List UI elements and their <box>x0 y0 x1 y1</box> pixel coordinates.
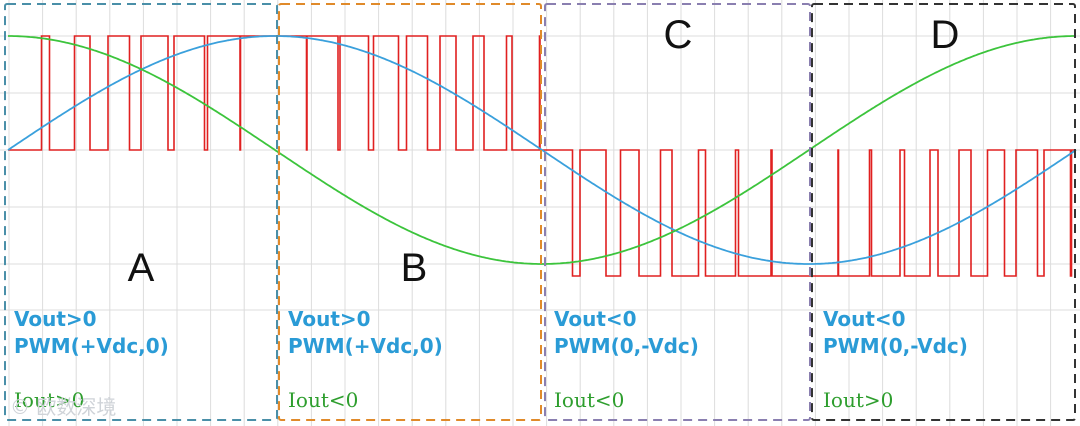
region-c-box <box>544 3 811 421</box>
region-b-iout-label: Iout<0 <box>288 388 358 412</box>
region-d-box <box>811 3 1076 421</box>
region-b-box <box>278 3 542 421</box>
region-d-pwm-label: PWM(0,-Vdc) <box>823 334 968 358</box>
region-c-letter: C <box>664 13 693 57</box>
region-d: D Vout<0 PWM(0,-Vdc) Iout>0 <box>823 13 968 412</box>
region-b: B Vout>0 PWM(+Vdc,0) Iout<0 <box>288 246 443 412</box>
quadrant-boxes <box>4 3 1076 421</box>
region-a-pwm-label: PWM(+Vdc,0) <box>14 334 169 358</box>
region-d-letter: D <box>931 13 960 57</box>
region-a-iout-label: Iout>0 <box>14 388 84 412</box>
region-a: A Vout>0 PWM(+Vdc,0) Iout>0 <box>14 246 169 412</box>
region-a-letter: A <box>128 246 155 290</box>
region-a-vout-label: Vout>0 <box>14 307 97 331</box>
region-c: C Vout<0 PWM(0,-Vdc) Iout<0 <box>554 13 699 412</box>
region-b-vout-label: Vout>0 <box>288 307 371 331</box>
region-c-vout-label: Vout<0 <box>554 307 637 331</box>
vout-sine-wave <box>7 35 1077 265</box>
region-a-box <box>4 3 278 421</box>
region-b-pwm-label: PWM(+Vdc,0) <box>288 334 443 358</box>
region-c-pwm-label: PWM(0,-Vdc) <box>554 334 699 358</box>
region-c-iout-label: Iout<0 <box>554 388 624 412</box>
region-d-vout-label: Vout<0 <box>823 307 906 331</box>
watermark: © 欧数深境 <box>10 395 116 419</box>
region-d-iout-label: Iout>0 <box>823 388 893 412</box>
region-b-letter: B <box>401 246 428 290</box>
